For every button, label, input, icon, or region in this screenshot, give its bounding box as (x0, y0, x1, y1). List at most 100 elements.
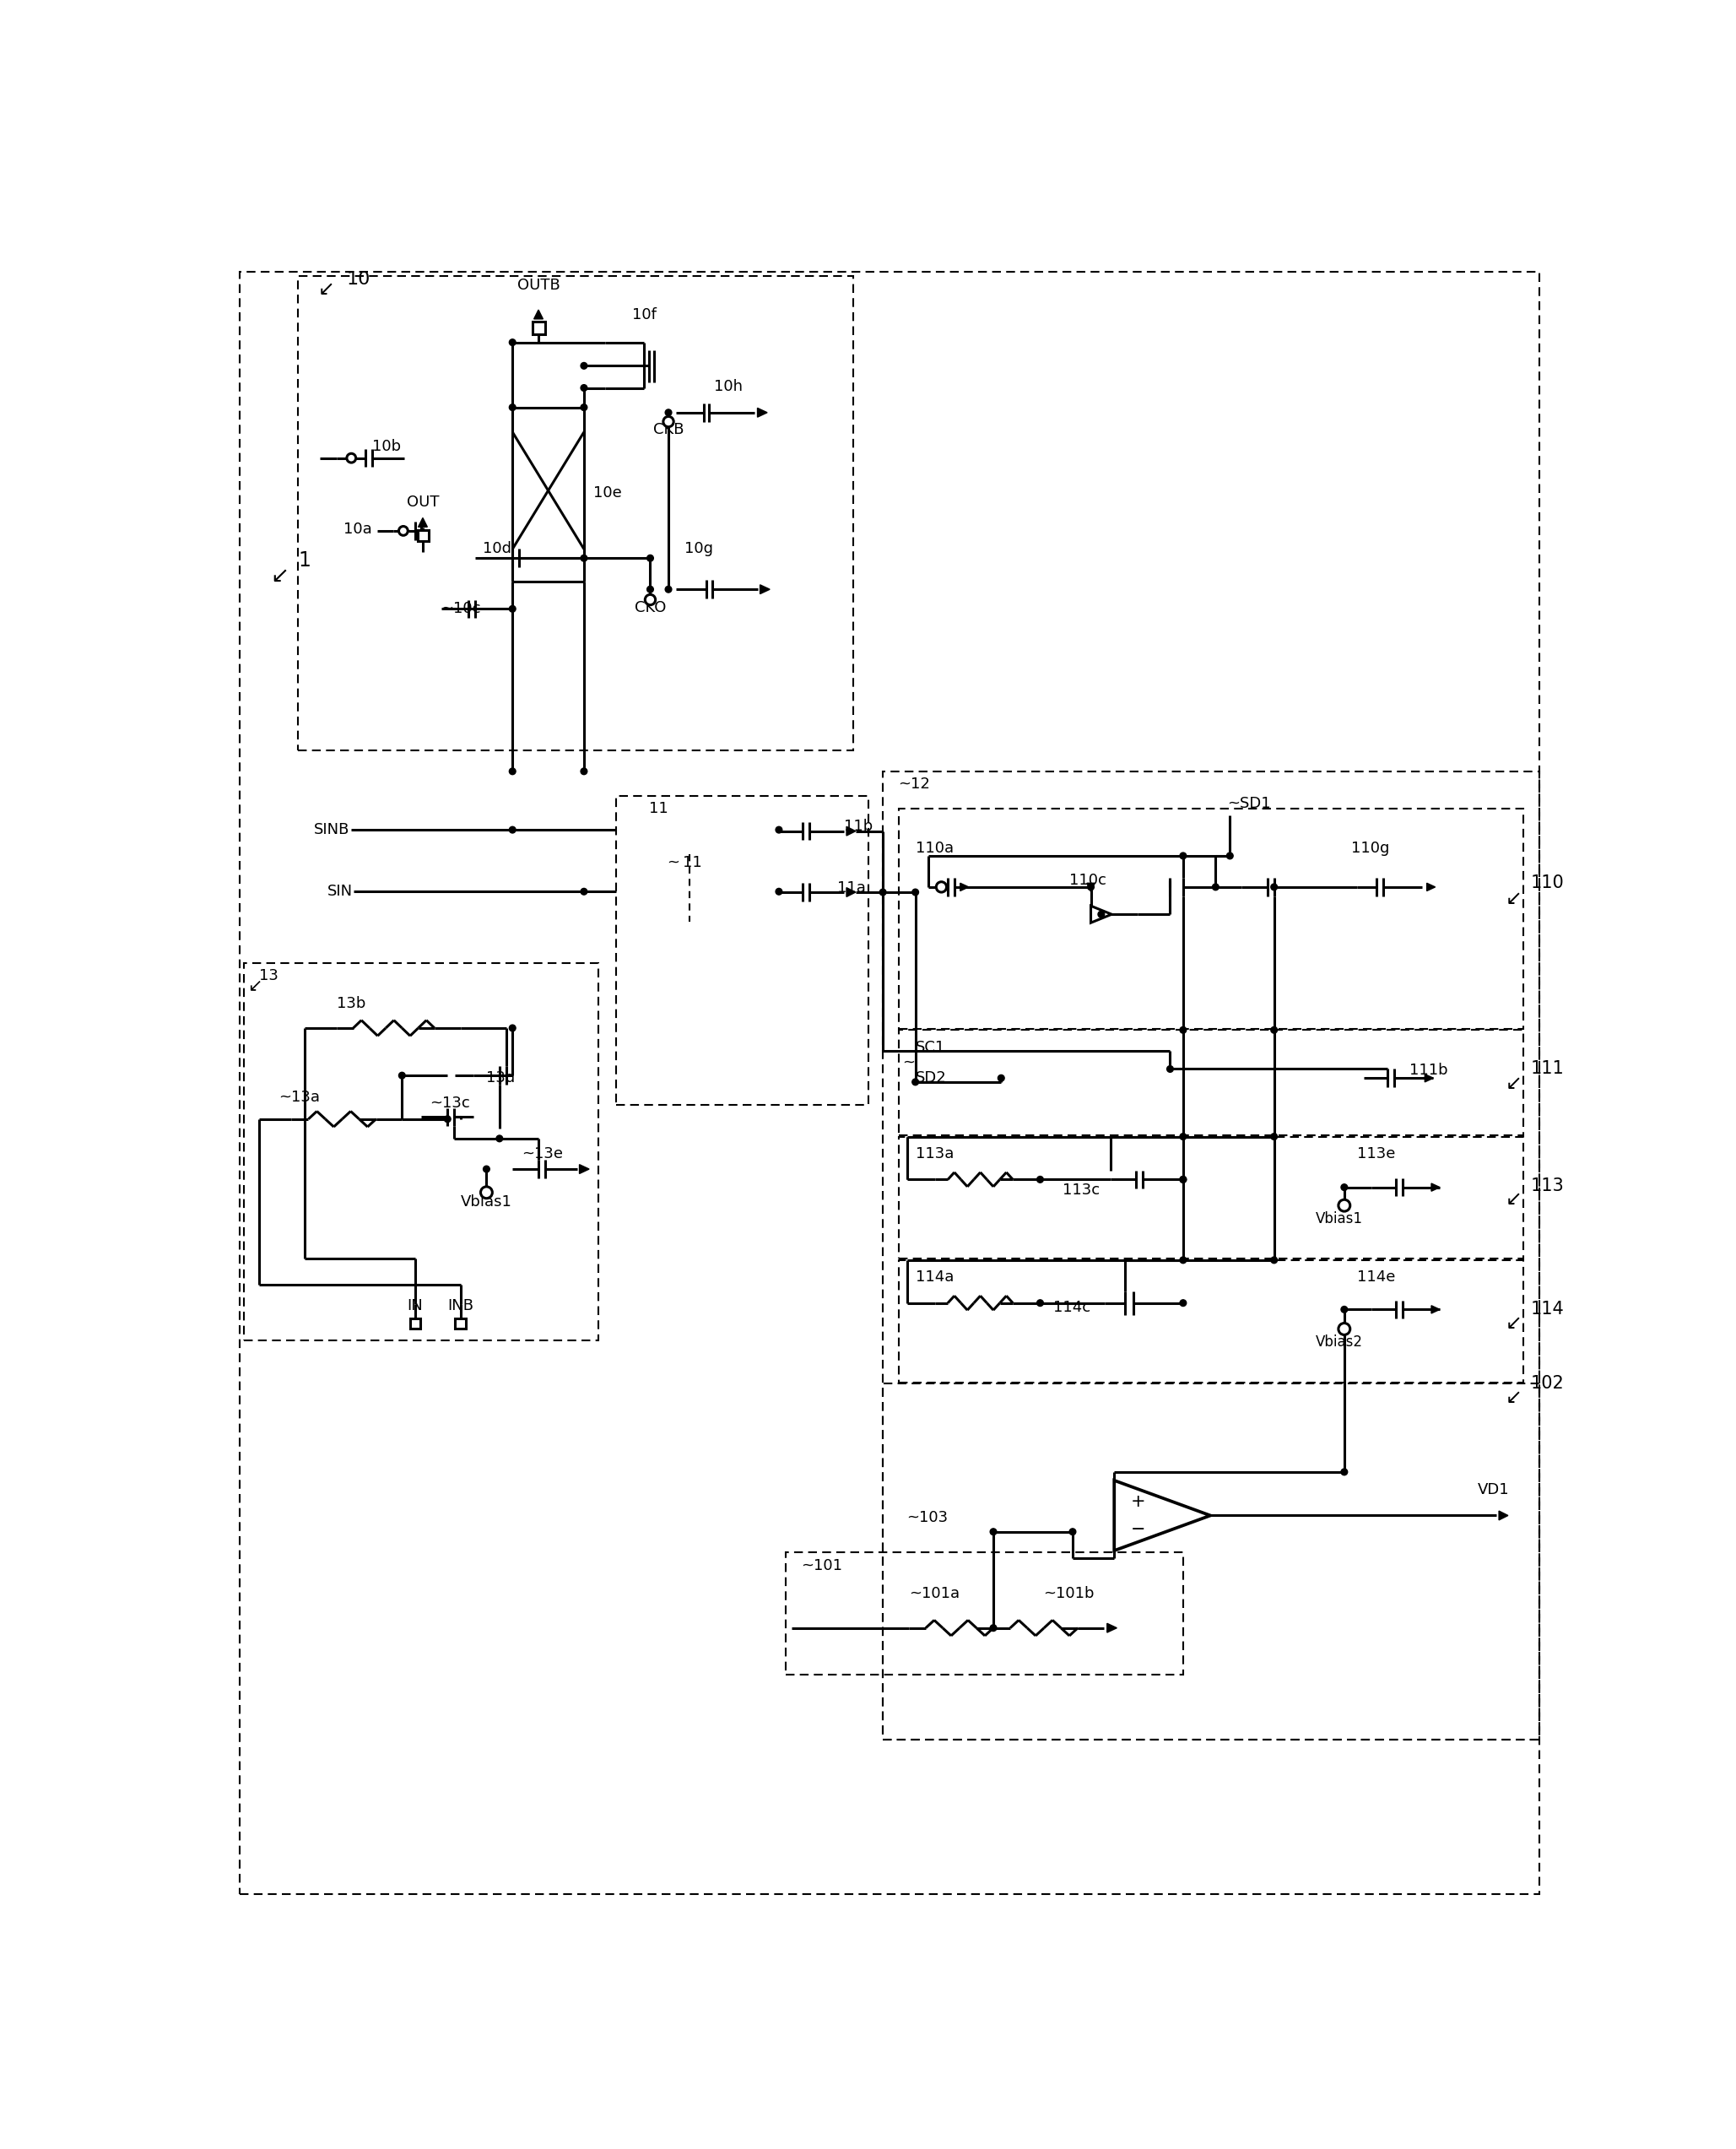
Circle shape (1036, 1176, 1043, 1182)
Circle shape (936, 881, 946, 892)
Text: 114c: 114c (1054, 1300, 1090, 1315)
Circle shape (483, 1167, 490, 1173)
Circle shape (646, 595, 656, 606)
Bar (785, 1552, 1184, 1674)
Circle shape (1271, 1027, 1278, 1034)
Text: VD1: VD1 (1477, 1483, 1510, 1498)
Text: 10: 10 (345, 271, 370, 288)
Text: $\swarrow$: $\swarrow$ (1502, 1313, 1521, 1332)
Text: −: − (1130, 1521, 1146, 1537)
Text: ~12: ~12 (899, 776, 930, 793)
Polygon shape (1432, 1307, 1439, 1313)
Circle shape (1180, 853, 1186, 860)
Text: INB: INB (448, 1298, 474, 1313)
Text: 11b: 11b (844, 819, 873, 834)
Circle shape (1036, 1300, 1043, 1307)
Polygon shape (418, 518, 427, 527)
Polygon shape (1427, 883, 1436, 892)
Bar (899, 1029, 1524, 1135)
Text: ~10c: ~10c (441, 602, 481, 617)
Bar (899, 808, 1524, 1029)
Bar (899, 1137, 1524, 1259)
Text: 110c: 110c (1069, 872, 1106, 888)
Circle shape (509, 404, 516, 410)
Text: 114a: 114a (915, 1270, 953, 1285)
Polygon shape (1108, 1622, 1116, 1633)
Circle shape (1271, 1133, 1278, 1139)
Text: ~13e: ~13e (521, 1145, 562, 1160)
Bar (418, 531, 429, 542)
Polygon shape (1432, 1184, 1439, 1191)
Polygon shape (757, 408, 767, 417)
Circle shape (648, 587, 653, 593)
Polygon shape (847, 888, 856, 896)
Text: Vbias1: Vbias1 (1316, 1210, 1363, 1227)
Polygon shape (760, 585, 769, 593)
Polygon shape (1498, 1511, 1509, 1519)
Text: 113e: 113e (1358, 1145, 1396, 1160)
Bar (899, 1259, 1524, 1382)
Circle shape (665, 408, 672, 415)
Text: IN: IN (406, 1298, 424, 1313)
Text: 110a: 110a (915, 840, 953, 855)
Circle shape (1340, 1468, 1347, 1474)
Circle shape (1180, 1027, 1186, 1034)
Circle shape (1180, 1257, 1186, 1264)
Text: ~101: ~101 (800, 1558, 842, 1573)
Text: $\swarrow$: $\swarrow$ (1502, 1386, 1521, 1408)
Circle shape (496, 1135, 503, 1141)
Bar (533, 322, 545, 333)
Circle shape (1180, 1176, 1186, 1182)
Text: 11: 11 (682, 855, 701, 870)
Circle shape (1180, 1300, 1186, 1307)
Text: ~13c: ~13c (429, 1096, 469, 1111)
Circle shape (582, 767, 587, 774)
Circle shape (1212, 883, 1219, 890)
Text: ~101a: ~101a (910, 1586, 960, 1601)
Text: OUT: OUT (406, 494, 439, 509)
Bar (299, 275, 854, 750)
Circle shape (911, 1079, 918, 1085)
Circle shape (582, 554, 587, 561)
Text: ~: ~ (667, 855, 679, 870)
Text: 102: 102 (1531, 1375, 1564, 1393)
Text: 1: 1 (299, 550, 311, 569)
Circle shape (582, 385, 587, 391)
Circle shape (880, 890, 885, 896)
Polygon shape (1087, 883, 1095, 892)
Circle shape (509, 606, 516, 612)
Bar (884, 771, 1540, 1741)
Circle shape (481, 1186, 493, 1199)
Circle shape (990, 1528, 996, 1534)
Bar (616, 795, 868, 1105)
Text: 113: 113 (1531, 1178, 1564, 1195)
Text: 13b: 13b (337, 997, 366, 1012)
Circle shape (1338, 1324, 1351, 1335)
Circle shape (1338, 1199, 1351, 1212)
Circle shape (399, 1072, 404, 1079)
Text: $\swarrow$: $\swarrow$ (1502, 1188, 1521, 1210)
Text: 13: 13 (259, 969, 278, 984)
Text: SIN: SIN (326, 883, 352, 898)
Text: Vbias2: Vbias2 (1316, 1335, 1363, 1350)
Text: $\swarrow$: $\swarrow$ (243, 978, 262, 995)
Circle shape (399, 527, 408, 535)
Text: ~: ~ (903, 1055, 915, 1070)
Text: 114e: 114e (1358, 1270, 1396, 1285)
Circle shape (1069, 1528, 1076, 1534)
Text: 110g: 110g (1351, 840, 1389, 855)
Text: 110: 110 (1531, 875, 1564, 892)
Circle shape (1340, 1307, 1347, 1313)
Text: 113a: 113a (915, 1145, 953, 1160)
Text: SINB: SINB (314, 823, 351, 838)
Circle shape (1227, 853, 1233, 860)
Circle shape (1087, 883, 1094, 890)
Text: 10d: 10d (483, 542, 512, 557)
Text: ~101b: ~101b (1043, 1586, 1094, 1601)
Text: 113c: 113c (1062, 1182, 1101, 1199)
Circle shape (665, 587, 672, 593)
Text: $\swarrow$: $\swarrow$ (1502, 1072, 1521, 1094)
Circle shape (998, 1074, 1005, 1081)
Circle shape (990, 1625, 996, 1631)
Text: $\swarrow$: $\swarrow$ (314, 279, 333, 299)
